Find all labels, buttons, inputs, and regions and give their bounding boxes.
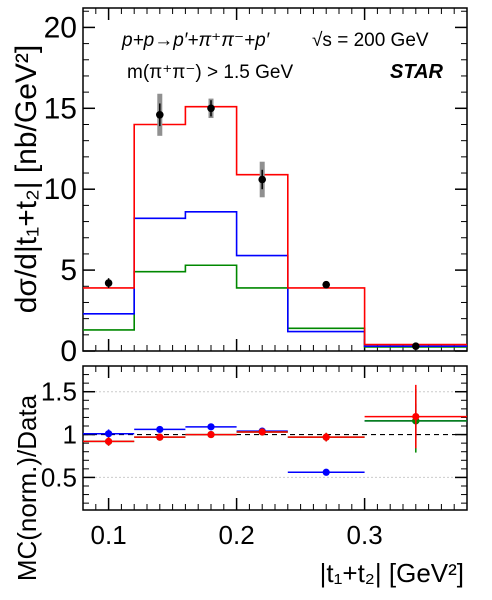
main-panel: 0 5 10 15 20 dσ/d|t₁+t₂| [nb/GeV²] p+p→p′+π⁺… <box>10 7 468 368</box>
ratio-plot-frame <box>82 365 468 511</box>
ratio-y-tick-label: 1.5 <box>41 377 77 407</box>
energy-annotation: √s = 200 GeV <box>312 30 429 51</box>
histogram-line <box>83 211 467 347</box>
ratio-point <box>322 433 330 441</box>
x-tick-label: 0.1 <box>91 520 127 550</box>
ratio-y-axis-label: MC(norm.)/Data <box>12 394 42 581</box>
ratio-point <box>105 437 113 446</box>
x-tick-label: 0.3 <box>347 520 383 550</box>
ratio-point <box>258 428 266 436</box>
histogram-line <box>83 264 467 348</box>
main-y-tick-label: 10 <box>44 173 77 206</box>
data-point <box>156 110 164 119</box>
data-point <box>207 104 215 113</box>
ratio-point <box>156 425 164 434</box>
main-plot-frame <box>82 7 468 352</box>
main-y-axis-label: dσ/d|t₁+t₂| [nb/GeV²] <box>10 45 43 314</box>
ratio-point <box>412 412 420 421</box>
main-y-tick-label: 15 <box>44 92 77 125</box>
x-tick-label: 0.2 <box>219 520 255 550</box>
ratio-y-tick-label: 1 <box>63 420 77 450</box>
data-point <box>258 175 267 184</box>
x-axis-label: |t₁+t₂| [GeV²] <box>320 558 464 588</box>
experiment-label: STAR <box>390 61 444 83</box>
ratio-point <box>207 423 215 431</box>
main-y-tick-label: 0 <box>60 335 77 368</box>
main-y-tick-label: 20 <box>44 11 77 44</box>
ratio-y-tick-label: 0.5 <box>41 462 77 492</box>
ratio-point <box>322 468 330 476</box>
process-annotation: p+p→p′+π⁺π⁻+p′ <box>121 30 271 51</box>
data-point <box>104 279 113 287</box>
data-point <box>322 280 331 289</box>
data-point <box>412 342 420 350</box>
ratio-point <box>156 433 164 441</box>
mass-cut-annotation: m(π⁺π⁻) > 1.5 GeV <box>127 62 293 83</box>
ratio-panel: 0.5 1 1.5 0.1 0.2 0.3 MC(norm.)/Data |t₁+t₂|… <box>12 365 468 588</box>
main-y-tick-label: 5 <box>60 254 77 287</box>
histogram-line <box>83 105 467 346</box>
ratio-point <box>207 430 215 439</box>
ratio-point <box>105 430 113 438</box>
